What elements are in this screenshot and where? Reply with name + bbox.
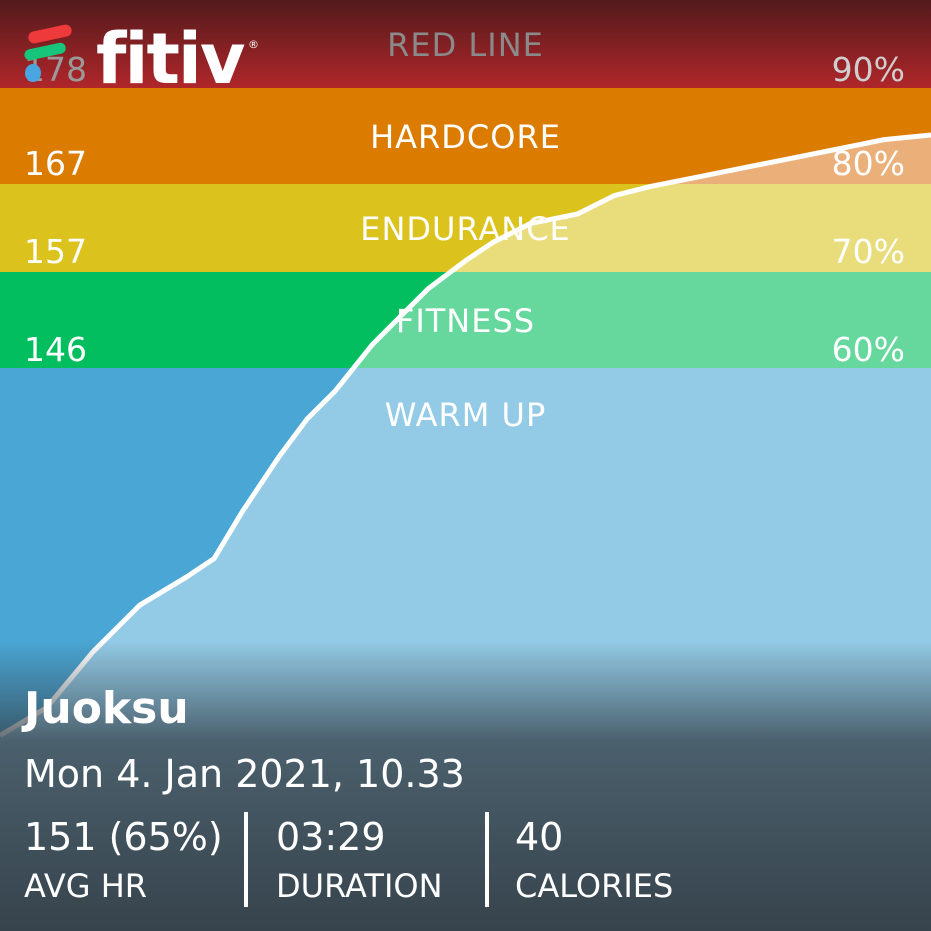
calories-value: 40: [515, 815, 564, 859]
workout-title: Juoksu: [24, 683, 189, 734]
zone-name-hardcore: HARDCORE: [370, 118, 561, 156]
workout-datetime: Mon 4. Jan 2021, 10.33: [24, 752, 465, 796]
zone-percent-hardcore: 80%: [831, 144, 905, 183]
bottom-overlay: [0, 640, 931, 931]
zone-name-warm-up: WARM UP: [384, 396, 547, 434]
zone-name-red-line: RED LINE: [387, 26, 544, 64]
fitiv-wordmark: fitiv: [96, 18, 246, 100]
zone-percent-endurance: 70%: [831, 232, 905, 271]
heart-rate-line: [0, 132, 931, 738]
zone-band-red-line: [0, 0, 931, 88]
zone-bpm-endurance: 157: [24, 232, 87, 271]
stat-divider: [485, 812, 489, 907]
duration-label: DURATION: [276, 867, 443, 905]
duration-value: 03:29: [276, 815, 386, 859]
zone-bpm-hardcore: 167: [24, 144, 87, 183]
avg-hr-value: 151 (65%): [24, 815, 223, 859]
stat-divider: [244, 812, 248, 907]
avg-hr-label: AVG HR: [24, 867, 147, 905]
zone-name-endurance: ENDURANCE: [360, 210, 571, 248]
zone-percent-red-line: 90%: [831, 50, 905, 89]
zone-name-fitness: FITNESS: [395, 302, 536, 340]
registered-mark: ®: [248, 38, 259, 51]
fitiv-logo-mark-icon: [24, 24, 72, 82]
fitiv-logo: fitiv ®: [22, 18, 259, 94]
zone-bpm-fitness: 146: [24, 330, 87, 369]
zone-percent-fitness: 60%: [831, 330, 905, 369]
calories-label: CALORIES: [515, 867, 674, 905]
